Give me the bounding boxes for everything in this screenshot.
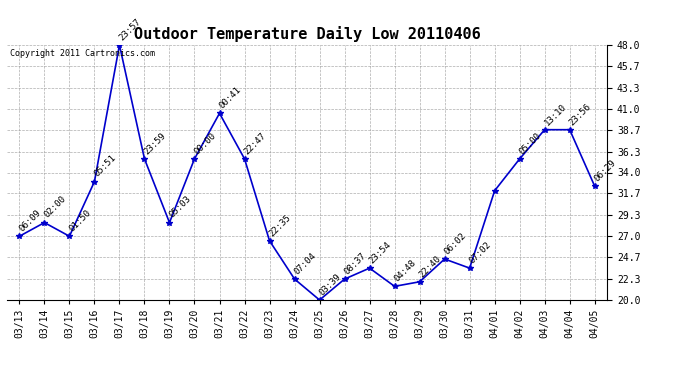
Text: 08:37: 08:37 — [342, 251, 368, 276]
Text: 06:29: 06:29 — [593, 158, 618, 183]
Text: 13:10: 13:10 — [542, 102, 568, 127]
Text: 00:41: 00:41 — [217, 85, 243, 111]
Text: 22:47: 22:47 — [242, 131, 268, 156]
Title: Outdoor Temperature Daily Low 20110406: Outdoor Temperature Daily Low 20110406 — [134, 27, 480, 42]
Text: 05:00: 05:00 — [518, 131, 543, 156]
Text: 05:51: 05:51 — [92, 153, 117, 179]
Text: 23:57: 23:57 — [117, 17, 143, 42]
Text: 06:09: 06:09 — [17, 208, 43, 234]
Text: 00:00: 00:00 — [193, 131, 217, 156]
Text: 23:59: 23:59 — [142, 131, 168, 156]
Text: 01:50: 01:50 — [67, 208, 92, 234]
Text: 22:35: 22:35 — [267, 213, 293, 238]
Text: Copyright 2011 Cartronics.com: Copyright 2011 Cartronics.com — [10, 49, 155, 58]
Text: 22:40: 22:40 — [417, 254, 443, 279]
Text: 05:03: 05:03 — [167, 195, 193, 220]
Text: 04:48: 04:48 — [393, 258, 417, 284]
Text: 07:04: 07:04 — [293, 251, 317, 276]
Text: 23:54: 23:54 — [367, 240, 393, 266]
Text: 07:02: 07:02 — [467, 240, 493, 266]
Text: 23:56: 23:56 — [567, 102, 593, 127]
Text: 06:02: 06:02 — [442, 231, 468, 256]
Text: 02:00: 02:00 — [42, 195, 68, 220]
Text: 03:39: 03:39 — [317, 272, 343, 297]
